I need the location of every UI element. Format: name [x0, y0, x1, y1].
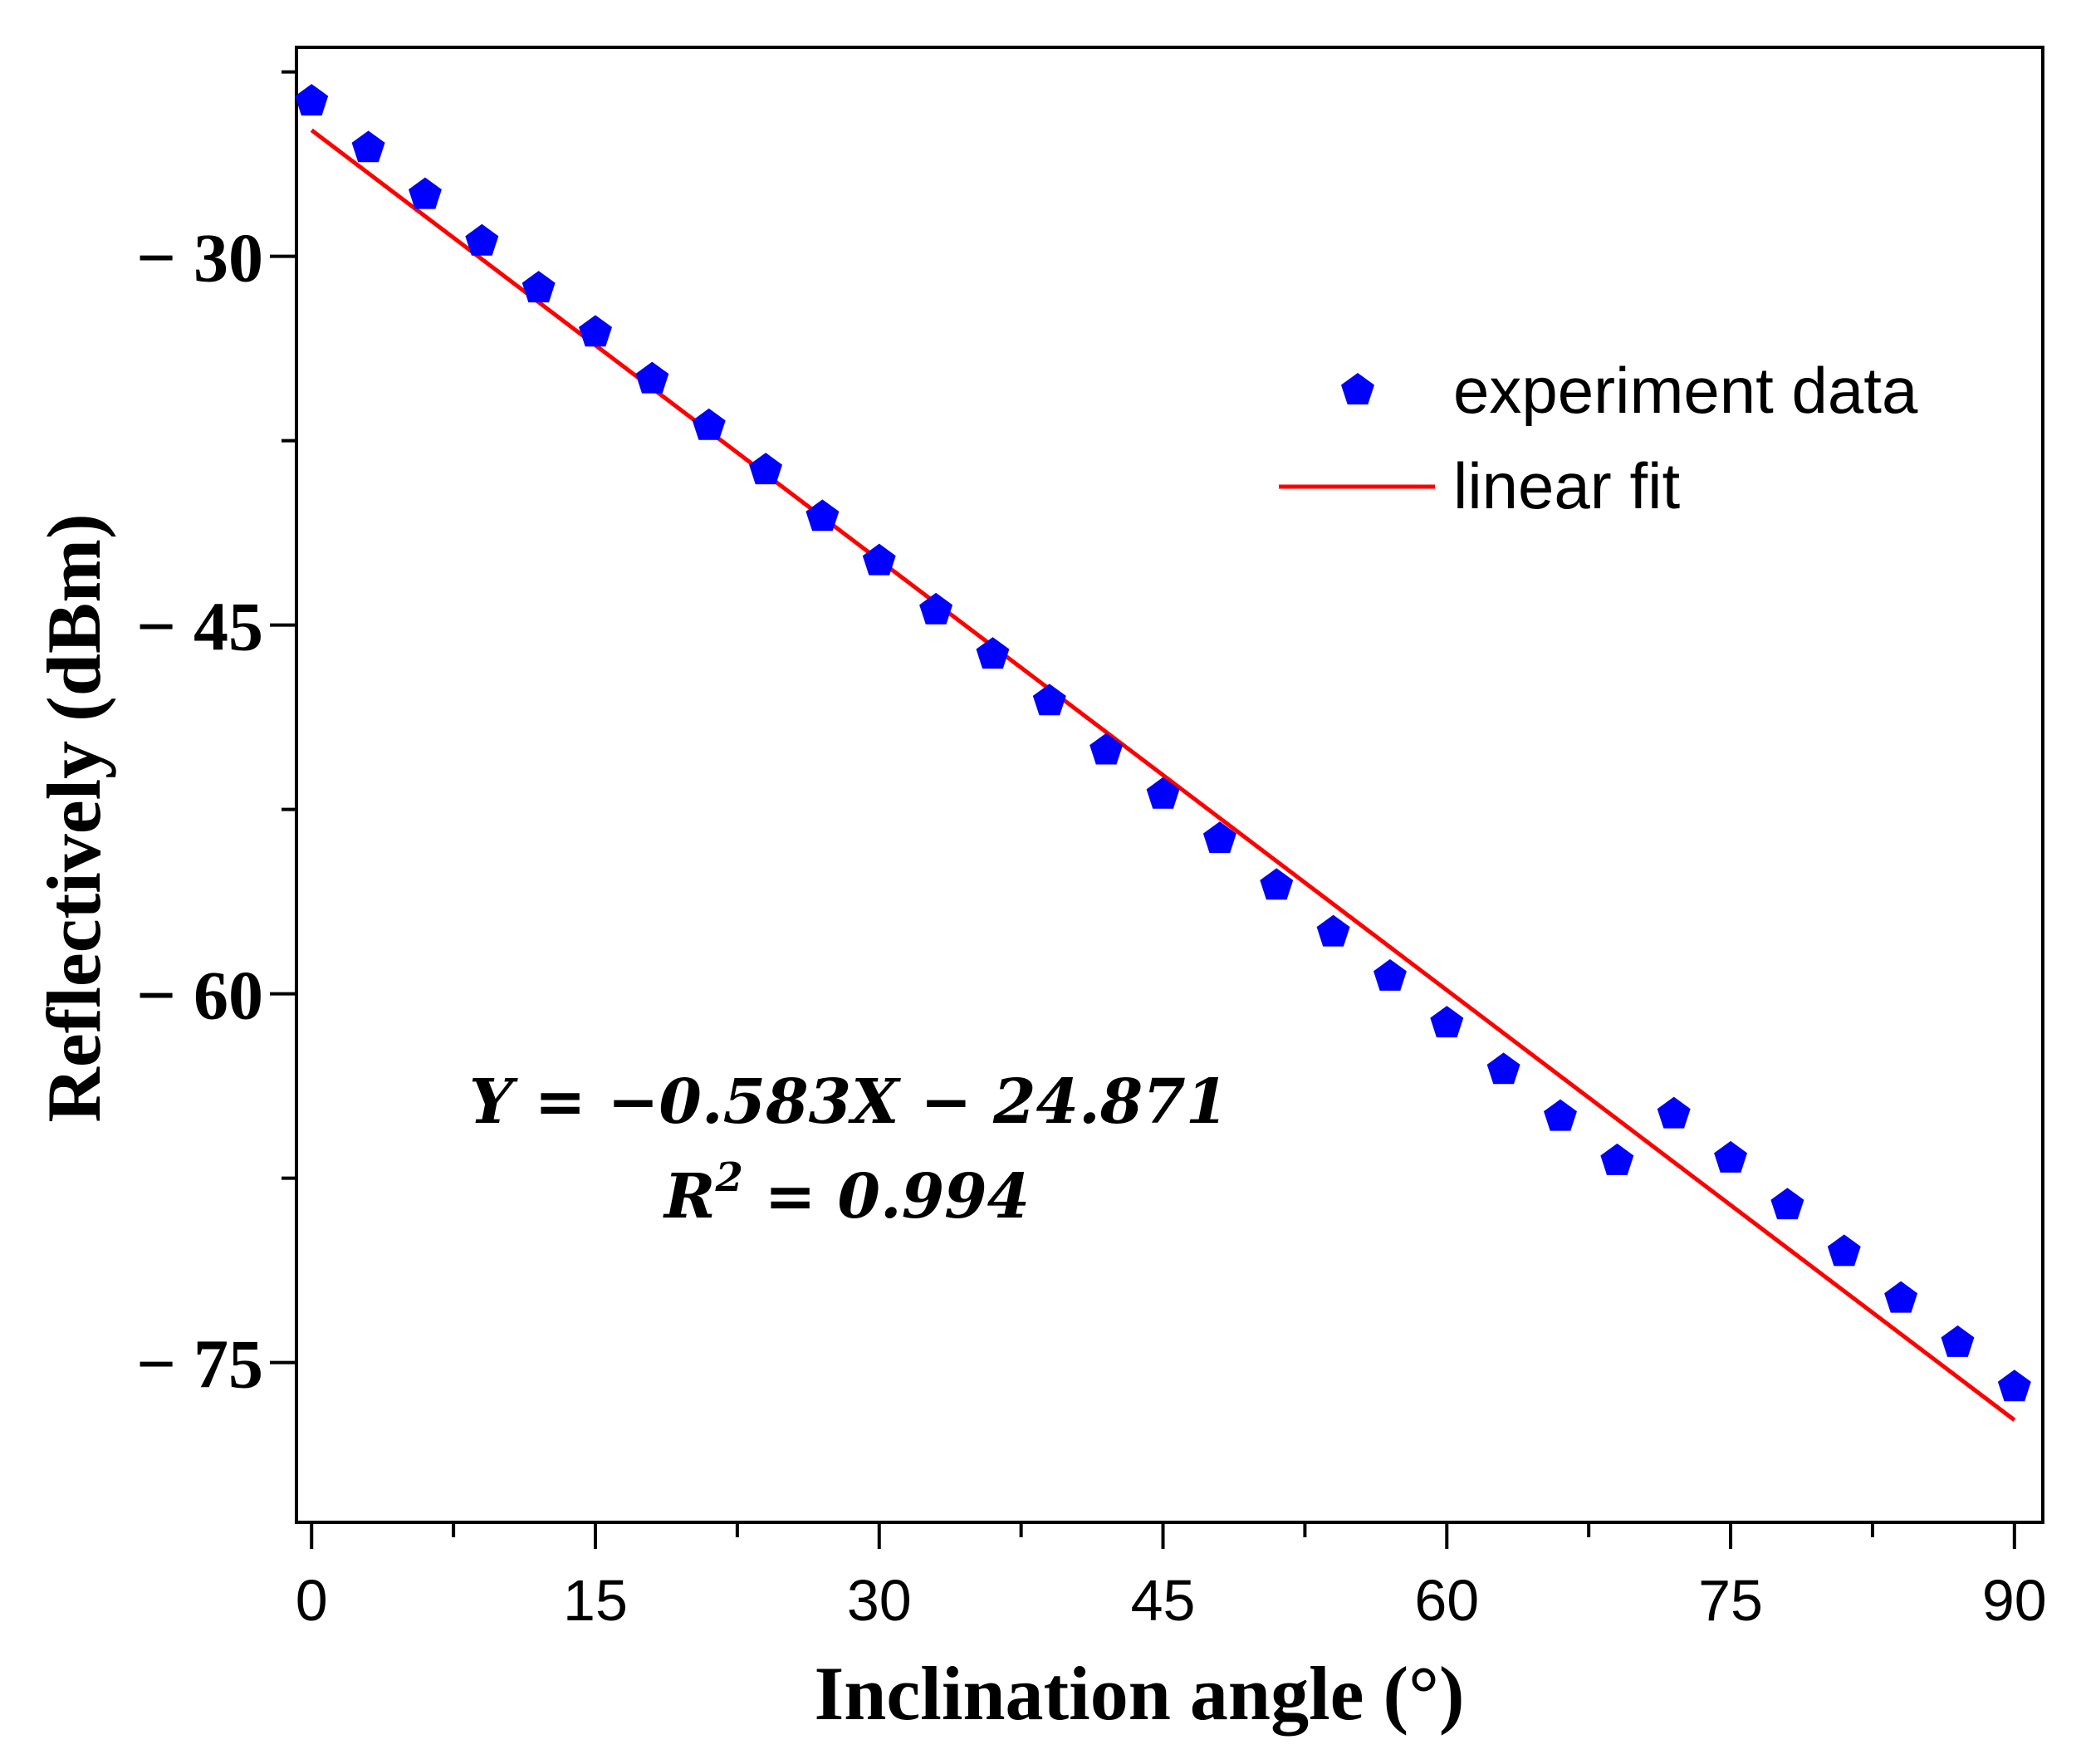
data-point	[521, 271, 556, 303]
x-tick-label: 90	[1982, 1568, 2047, 1633]
data-point	[1884, 1281, 1918, 1313]
experiment-data-points	[295, 84, 2031, 1402]
y-tick-label: − 45	[136, 589, 263, 666]
data-point	[1997, 1370, 2031, 1402]
y-axis-title: Reflectively (dBm)	[32, 513, 116, 1122]
data-point	[1941, 1325, 1975, 1357]
data-point	[465, 223, 499, 256]
x-tick-labels: 0 15 30 45 60 75 90	[296, 1568, 2047, 1633]
axis-ticks	[270, 70, 2016, 1549]
fit-annotation: Y = −0.583X − 24.871 R2 = 0.994	[469, 1066, 1228, 1232]
data-point	[692, 408, 726, 440]
data-point	[351, 130, 385, 163]
legend-label-experiment-data: experiment data	[1453, 354, 1918, 427]
x-tick-label: 60	[1414, 1568, 1479, 1633]
y-tick-label: − 75	[136, 1326, 263, 1404]
data-point	[919, 592, 953, 625]
data-point	[1657, 1096, 1691, 1129]
data-point	[1600, 1143, 1634, 1175]
x-axis-title: Inclination angle (°)	[814, 1651, 1464, 1736]
data-point	[1544, 1099, 1577, 1131]
x-tick-label: 75	[1698, 1568, 1763, 1633]
data-point	[295, 84, 329, 116]
fit-equation: Y = −0.583X − 24.871	[469, 1066, 1228, 1138]
data-point	[579, 315, 612, 347]
data-point	[1373, 958, 1407, 991]
y-tick-label: − 60	[136, 958, 263, 1035]
y-tick-labels: − 30 − 45 − 60 − 75	[136, 220, 263, 1404]
data-point	[1260, 868, 1294, 900]
data-point	[805, 499, 840, 532]
data-point	[409, 177, 442, 209]
legend-marker-experiment-data	[1341, 373, 1374, 404]
x-tick-label: 0	[296, 1568, 328, 1633]
data-point	[635, 361, 669, 394]
plot-frame	[295, 46, 2044, 1524]
legend-label-linear-fit: linear fit	[1453, 449, 1680, 522]
data-point	[1770, 1188, 1804, 1220]
data-point	[1032, 684, 1066, 716]
data-point	[1827, 1234, 1861, 1267]
data-point	[1714, 1140, 1747, 1173]
y-tick-label: − 30	[136, 220, 263, 297]
x-tick-label: 15	[563, 1568, 628, 1633]
data-point	[1146, 777, 1180, 809]
data-point	[1486, 1052, 1520, 1085]
legend: experiment data linear fit	[1279, 354, 1918, 522]
data-point	[1316, 914, 1350, 947]
data-point	[976, 637, 1010, 669]
data-point	[1202, 821, 1236, 854]
x-tick-label: 30	[847, 1568, 912, 1633]
x-tick-label: 45	[1131, 1568, 1196, 1633]
data-point	[749, 453, 782, 485]
data-point	[1430, 1006, 1464, 1038]
r-squared-value: 0.994	[837, 1161, 1030, 1232]
data-point	[1089, 733, 1124, 765]
data-point	[862, 543, 896, 576]
r-squared: R2 = 0.994	[663, 1154, 1030, 1232]
